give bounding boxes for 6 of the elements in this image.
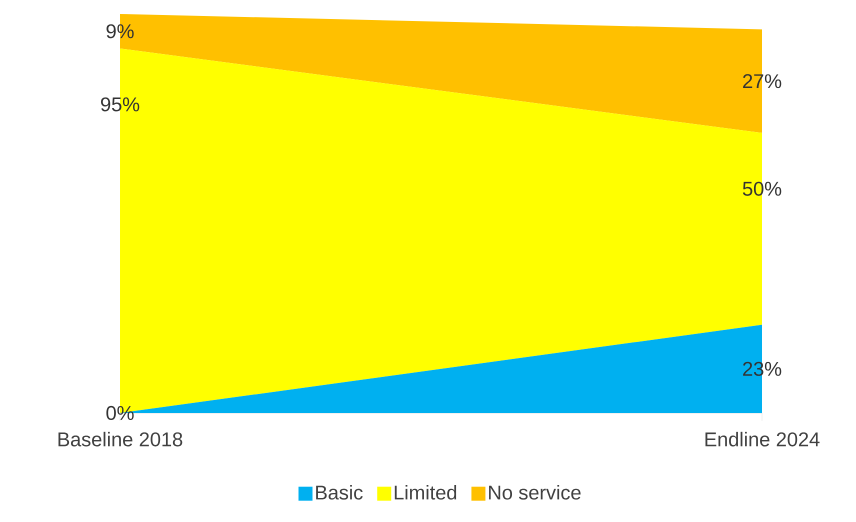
x-tick-label: Endline 2024 [705, 432, 820, 446]
legend-label: Limited [394, 485, 456, 500]
x-tick-label: Baseline 2018 [58, 432, 182, 446]
legend-label: No service [489, 485, 581, 500]
data-label: 0% [106, 406, 134, 420]
legend-label: Basic [316, 485, 363, 500]
